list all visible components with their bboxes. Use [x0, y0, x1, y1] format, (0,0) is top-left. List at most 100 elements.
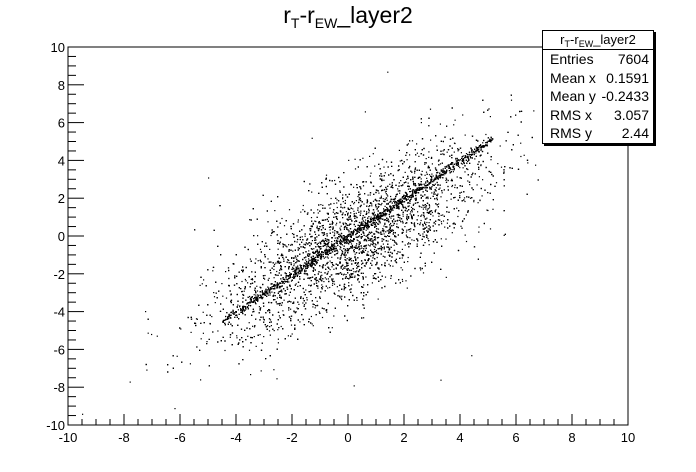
data-point	[475, 146, 477, 148]
data-point	[475, 147, 478, 149]
data-point	[467, 153, 469, 156]
data-point	[274, 210, 276, 212]
data-point	[362, 223, 364, 225]
data-point	[469, 197, 472, 199]
data-point	[305, 259, 307, 261]
data-point	[374, 222, 376, 224]
data-point	[249, 302, 251, 304]
data-point	[445, 276, 447, 278]
data-point	[310, 284, 312, 286]
data-point	[307, 262, 309, 264]
data-point	[368, 216, 370, 218]
data-point	[391, 186, 393, 188]
data-point	[374, 237, 376, 239]
data-point	[433, 221, 435, 223]
data-point	[331, 284, 334, 286]
data-point	[273, 277, 275, 279]
data-point	[382, 255, 384, 257]
data-point	[464, 171, 466, 173]
data-point	[441, 223, 443, 225]
data-point	[409, 230, 411, 232]
data-point	[426, 217, 428, 219]
data-point	[409, 213, 411, 215]
data-point	[263, 294, 265, 296]
data-point	[375, 221, 378, 224]
data-point	[244, 287, 246, 289]
data-point	[282, 310, 284, 312]
data-point	[456, 176, 458, 178]
data-point	[398, 207, 400, 209]
data-point	[428, 207, 431, 209]
data-point	[360, 212, 362, 214]
data-point	[288, 281, 290, 283]
data-point	[321, 266, 323, 268]
data-point	[465, 153, 468, 155]
data-point	[295, 283, 297, 285]
data-points	[82, 71, 539, 415]
data-point	[342, 197, 344, 199]
data-point	[417, 215, 419, 217]
data-point	[277, 242, 279, 244]
data-point	[425, 162, 427, 164]
data-point	[314, 233, 317, 235]
data-point	[479, 145, 482, 147]
data-point	[460, 162, 462, 164]
data-point	[320, 248, 322, 250]
data-point	[351, 246, 353, 248]
data-point	[259, 334, 261, 336]
data-point	[439, 177, 441, 179]
data-point	[404, 198, 406, 200]
data-point	[263, 336, 265, 338]
data-point	[415, 190, 417, 192]
data-point	[262, 318, 265, 320]
data-point	[363, 284, 365, 286]
data-point	[386, 213, 388, 215]
data-point	[500, 166, 503, 168]
data-point	[485, 133, 487, 136]
data-point	[243, 290, 245, 292]
data-point	[460, 225, 462, 227]
data-point	[479, 199, 481, 201]
data-point	[371, 260, 373, 262]
data-point	[249, 298, 251, 300]
data-point	[341, 237, 343, 239]
data-point	[390, 195, 392, 198]
data-point	[409, 202, 411, 204]
data-point	[245, 307, 247, 309]
data-point	[239, 306, 241, 308]
data-point	[409, 237, 411, 239]
data-point	[375, 203, 377, 206]
data-point	[437, 193, 439, 195]
data-point	[434, 183, 436, 185]
data-point	[463, 197, 466, 199]
data-point	[424, 242, 426, 244]
data-point	[276, 270, 278, 273]
data-point	[253, 294, 255, 296]
data-point	[371, 240, 373, 242]
data-point	[343, 237, 345, 239]
data-point	[354, 168, 357, 170]
data-point	[535, 164, 537, 166]
data-point	[405, 231, 408, 233]
data-point	[442, 150, 444, 152]
data-point	[386, 259, 388, 262]
data-point	[335, 246, 337, 248]
data-point	[400, 180, 402, 182]
data-point	[351, 244, 353, 247]
data-point	[151, 333, 153, 336]
data-point	[200, 338, 202, 340]
data-point	[489, 228, 492, 230]
data-point	[437, 178, 439, 180]
data-point	[293, 257, 295, 259]
data-point	[329, 286, 331, 289]
data-point	[339, 245, 341, 248]
data-point	[326, 252, 328, 254]
data-point	[346, 241, 348, 243]
data-point	[413, 203, 415, 205]
data-point	[388, 235, 391, 237]
data-point	[371, 205, 373, 207]
data-point	[339, 236, 341, 238]
data-point	[424, 221, 426, 223]
data-point	[329, 207, 331, 209]
data-point	[354, 221, 356, 223]
